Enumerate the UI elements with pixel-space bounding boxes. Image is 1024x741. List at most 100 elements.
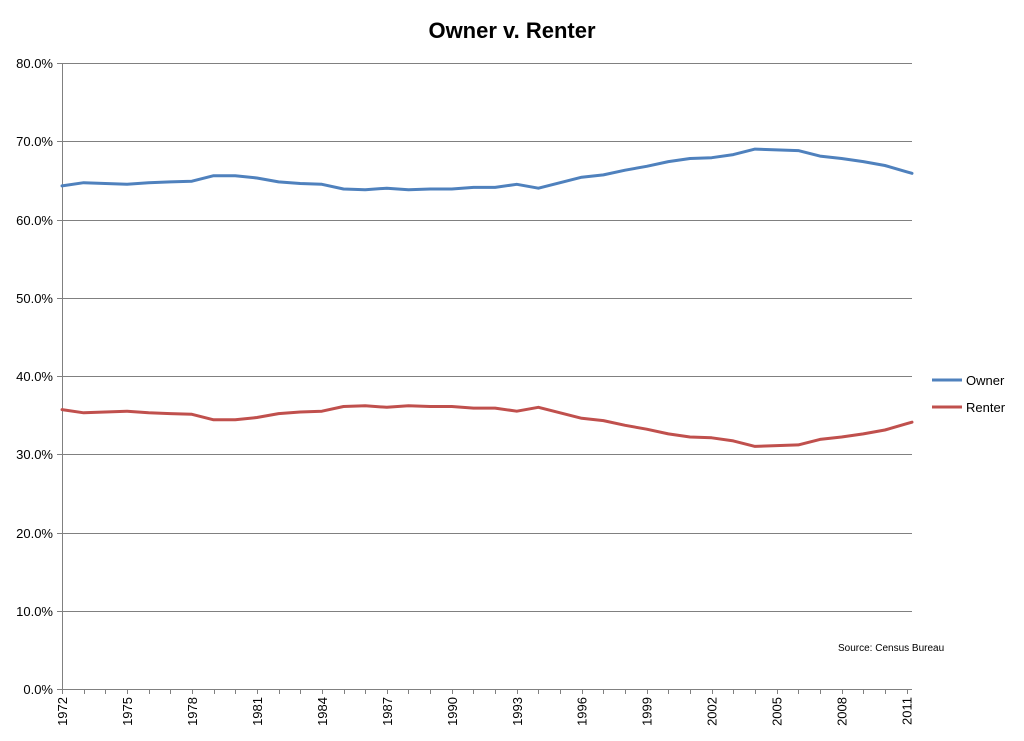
data-point-owner-9 — [256, 177, 258, 179]
data-point-renter-34 — [797, 444, 800, 446]
data-point-owner-5 — [169, 181, 172, 183]
data-point-renter-21 — [516, 410, 518, 413]
data-point-renter-19 — [472, 407, 475, 409]
data-point-owner-4 — [147, 181, 150, 184]
data-point-owner-38 — [884, 164, 886, 167]
data-point-renter-35 — [819, 438, 821, 441]
data-point-renter-13 — [342, 405, 345, 408]
data-point-owner-10 — [277, 181, 280, 183]
x-tick-label-1993: 1993 — [510, 697, 525, 726]
data-point-owner-39 — [905, 171, 908, 173]
data-point-owner-27 — [645, 165, 648, 168]
data-point-owner-20 — [494, 186, 496, 189]
x-tick-label-1987: 1987 — [380, 697, 395, 726]
x-tick-label-1975: 1975 — [120, 697, 135, 726]
data-point-owner-31 — [732, 153, 735, 156]
x-axis-ticks: 1972 1975 1978 1981 1984 1987 1990 1993 1996 1999… — [55, 689, 915, 726]
data-point-owner-2 — [104, 182, 107, 185]
data-point-renter-17 — [429, 405, 432, 408]
y-tick-label-5: 50.0% — [16, 291, 53, 306]
y-tick-label-6: 60.0% — [16, 213, 53, 228]
x-tick-label-1972: 1972 — [55, 697, 70, 726]
data-point-owner-36 — [840, 157, 843, 160]
x-tick-label-1990: 1990 — [445, 697, 460, 726]
data-point-renter-15 — [386, 406, 388, 409]
data-point-renter-22 — [537, 406, 540, 409]
data-point-owner-21 — [516, 183, 518, 186]
data-point-renter-3 — [126, 410, 128, 413]
legend-label-renter: Renter — [966, 400, 1006, 415]
data-point-owner-17 — [429, 188, 432, 190]
data-point-owner-26 — [624, 169, 626, 171]
data-point-renter-32 — [754, 445, 756, 448]
data-point-renter-33 — [775, 444, 778, 447]
x-tick-label-2008: 2008 — [835, 697, 850, 726]
data-point-renter-0 — [61, 408, 63, 411]
y-tick-label-1: 10.0% — [16, 604, 53, 619]
data-point-renter-31 — [732, 440, 735, 442]
y-tick-label-8: 80.0% — [16, 56, 53, 71]
data-point-owner-1 — [82, 181, 85, 184]
data-point-renter-26 — [624, 424, 626, 427]
x-tick-label-1984: 1984 — [315, 697, 330, 726]
data-point-renter-8 — [234, 419, 236, 421]
data-point-renter-38 — [884, 429, 886, 431]
data-point-owner-28 — [667, 160, 670, 163]
data-point-renter-14 — [364, 404, 367, 407]
data-point-owner-24 — [580, 176, 583, 178]
data-point-renter-16 — [407, 404, 410, 407]
data-point-renter-4 — [147, 412, 150, 414]
data-point-renter-23 — [559, 412, 561, 414]
data-point-renter-25 — [602, 419, 605, 422]
y-tick-label-4: 40.0% — [16, 369, 53, 384]
data-point-owner-12 — [321, 183, 323, 186]
x-tick-label-1996: 1996 — [575, 697, 590, 726]
data-point-owner-37 — [862, 160, 865, 163]
data-point-renter-7 — [212, 419, 215, 421]
x-tick-label-1981: 1981 — [250, 697, 265, 726]
data-point-owner-0 — [61, 185, 63, 187]
data-point-renter-18 — [451, 405, 453, 408]
data-point-renter-10 — [277, 412, 280, 415]
data-point-renter-28 — [667, 433, 670, 435]
data-point-owner-6 — [191, 180, 193, 182]
data-point-owner-25 — [602, 174, 605, 176]
data-point-renter-5 — [169, 412, 172, 415]
data-point-renter-36 — [840, 436, 843, 438]
axes — [62, 63, 912, 690]
data-point-owner-23 — [559, 181, 561, 184]
data-point-renter-40 — [911, 421, 913, 424]
data-point-renter-1 — [82, 412, 85, 414]
y-tick-label-7: 70.0% — [16, 134, 53, 149]
data-point-owner-29 — [689, 157, 691, 160]
x-tick-label-1978: 1978 — [185, 697, 200, 726]
data-point-owner-35 — [819, 155, 821, 157]
data-point-owner-14 — [364, 189, 367, 191]
y-tick-label-0: 0.0% — [23, 682, 53, 697]
data-point-owner-30 — [710, 156, 713, 159]
data-point-owner-13 — [342, 188, 345, 190]
chart-title: Owner v. Renter — [428, 18, 596, 43]
data-point-owner-22 — [537, 187, 540, 189]
data-point-renter-29 — [689, 436, 691, 438]
data-point-renter-9 — [256, 416, 258, 419]
data-point-renter-2 — [104, 411, 107, 413]
data-point-renter-11 — [299, 411, 302, 413]
data-point-owner-11 — [299, 182, 302, 185]
data-point-owner-19 — [472, 186, 475, 189]
y-tick-label-3: 30.0% — [16, 447, 53, 462]
data-point-renter-6 — [191, 413, 193, 416]
legend: Owner Renter — [932, 373, 1006, 415]
data-point-owner-40 — [911, 172, 913, 175]
data-point-owner-15 — [386, 187, 388, 189]
data-point-owner-7 — [212, 174, 215, 177]
data-point-renter-30 — [710, 437, 713, 439]
x-tick-label-2005: 2005 — [770, 697, 785, 726]
data-point-renter-27 — [645, 428, 648, 431]
data-point-renter-24 — [580, 417, 583, 420]
legend-label-owner: Owner — [966, 373, 1005, 388]
data-point-owner-18 — [451, 188, 453, 190]
